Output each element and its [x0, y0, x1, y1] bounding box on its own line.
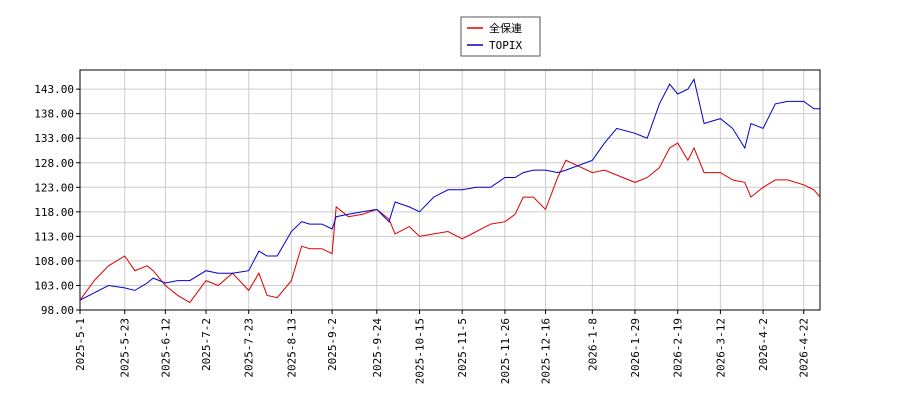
x-tick-label: 2025-10-15 — [414, 318, 427, 384]
y-tick-label: 98.00 — [41, 304, 74, 317]
y-tick-label: 113.00 — [34, 230, 74, 243]
x-tick-label: 2025-12-16 — [540, 318, 553, 384]
x-tick-label: 2026-4-2 — [757, 318, 770, 371]
x-tick-label: 2025-9-2 — [326, 318, 339, 371]
x-tick-label: 2026-1-8 — [586, 318, 599, 371]
plot-frame — [79, 69, 821, 311]
x-tick-label: 2025-11-26 — [499, 318, 512, 384]
y-tick-label: 128.00 — [34, 157, 74, 170]
y-tick-label: 133.00 — [34, 132, 74, 145]
series-line — [79, 78, 820, 301]
x-tick-label: 2026-2-19 — [672, 318, 685, 378]
x-tick-label: 2025-11-5 — [456, 318, 469, 378]
x-tick-label: 2025-7-23 — [243, 318, 256, 378]
x-tick-label: 2026-3-12 — [714, 318, 727, 378]
y-tick-label: 123.00 — [34, 181, 74, 194]
x-tick-label: 2025-8-13 — [285, 318, 298, 378]
x-tick-label: 2025-5-1 — [74, 318, 87, 371]
y-tick-label: 138.00 — [34, 108, 74, 121]
series-line — [79, 142, 821, 304]
x-tick-label: 2026-1-29 — [629, 318, 642, 378]
y-tick-label: 143.00 — [34, 83, 74, 96]
x-tick-label: 2025-6-12 — [159, 318, 172, 378]
x-tick-label: 2026-4-22 — [798, 318, 811, 378]
y-tick-label: 103.00 — [34, 279, 74, 292]
x-tick-label: 2025-9-24 — [371, 318, 384, 378]
legend-box — [460, 16, 541, 57]
y-tick-label: 108.00 — [34, 255, 74, 268]
legend-label: 全保連 — [489, 21, 522, 35]
y-tick-label: 118.00 — [34, 206, 74, 219]
x-tick-label: 2025-7-2 — [200, 318, 213, 371]
legend: 全保連 TOPIX — [460, 16, 541, 57]
x-tick-label: 2025-5-23 — [119, 318, 132, 378]
legend-label: TOPIX — [489, 39, 522, 52]
